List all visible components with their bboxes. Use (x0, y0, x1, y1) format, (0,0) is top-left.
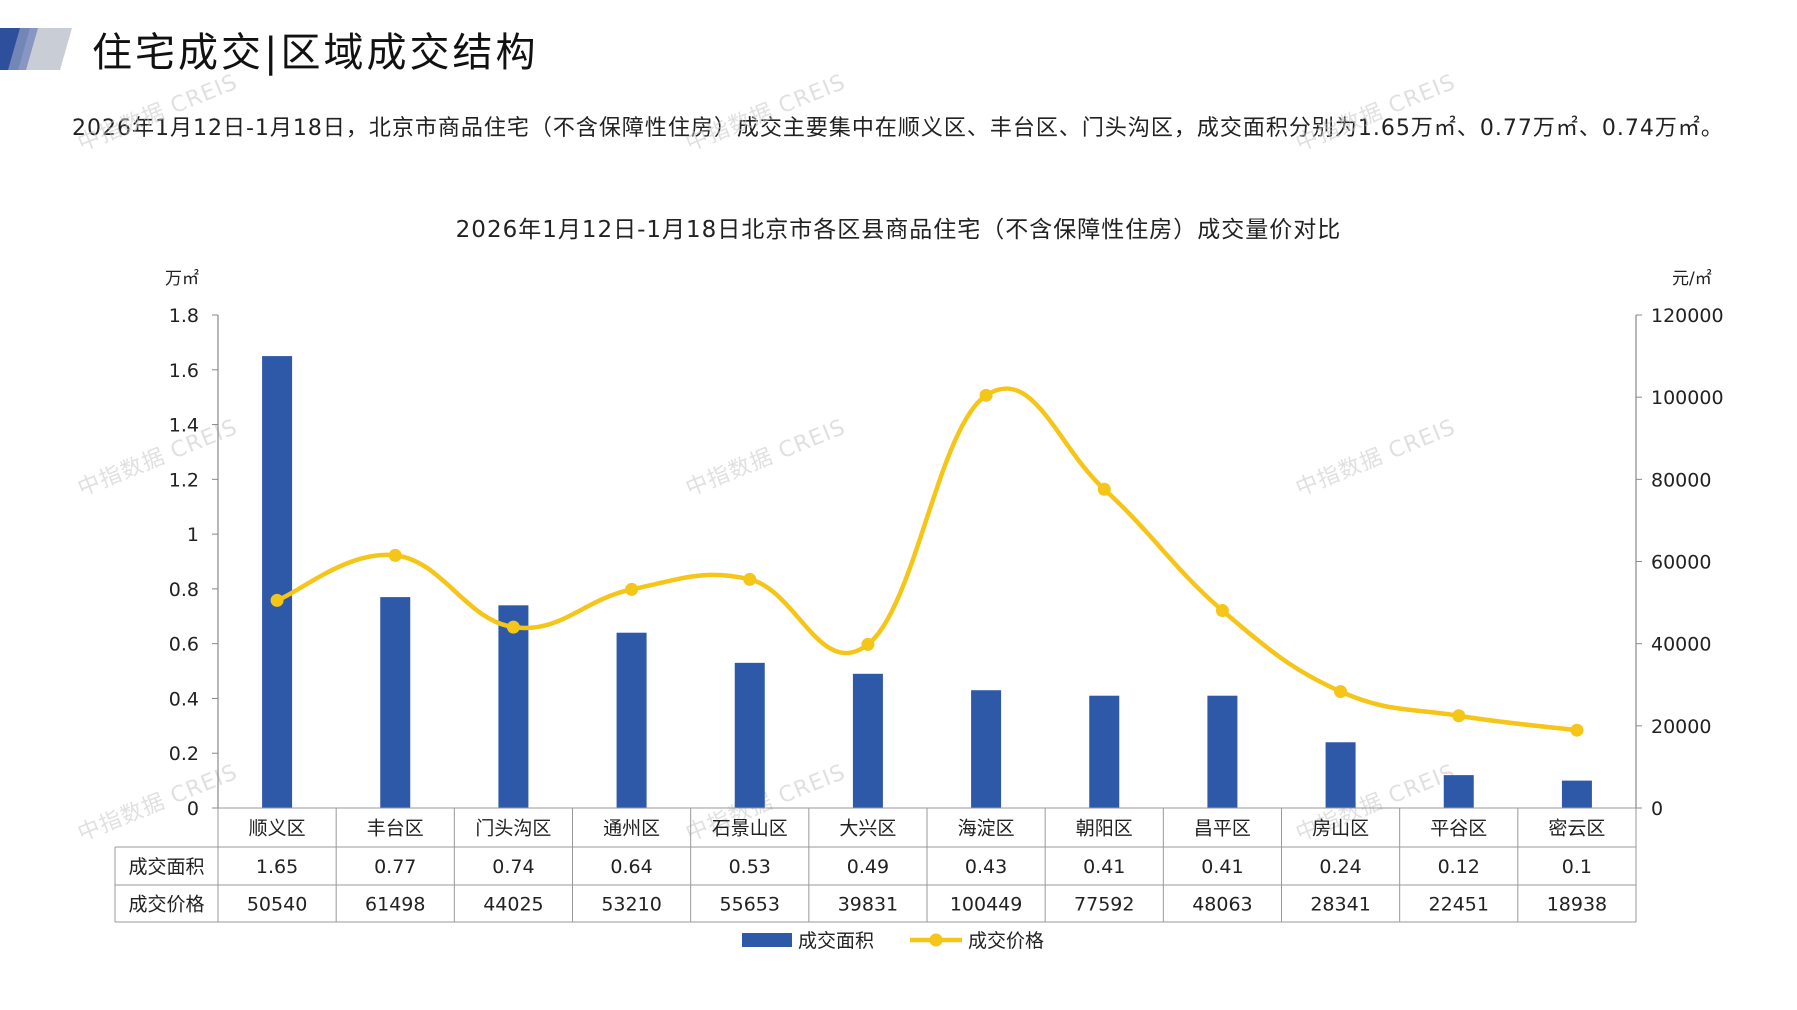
left-axis-tick-label: 0.2 (169, 743, 199, 765)
right-axis-tick-label: 60000 (1651, 552, 1711, 574)
left-axis-tick-label: 0.4 (169, 688, 199, 710)
point-成交价格-丰台区 (388, 548, 402, 562)
category-label: 大兴区 (839, 818, 896, 840)
data-label-成交面积: 1.65 (256, 856, 298, 878)
data-label-成交面积: 0.64 (610, 856, 652, 878)
data-label-成交面积: 0.12 (1438, 856, 1480, 878)
category-label: 顺义区 (249, 818, 306, 840)
bar-成交面积-平谷区 (1443, 775, 1474, 808)
left-axis-tick-label: 1 (187, 524, 199, 546)
data-label-成交价格: 100449 (950, 894, 1023, 916)
table-row-header-成交价格: 成交价格 (128, 894, 204, 916)
summary-text: 2026年1月12日-1月18日，北京市商品住宅（不含保障性住房）成交主要集中在… (72, 116, 1724, 141)
bar-成交面积-丰台区 (380, 597, 411, 808)
bar-成交面积-房山区 (1325, 742, 1356, 808)
right-axis-unit: 元/㎡ (1672, 269, 1712, 289)
data-label-成交面积: 0.77 (374, 856, 416, 878)
page-title: 住宅成交|区域成交结构 (92, 30, 539, 76)
data-label-成交价格: 39831 (838, 894, 898, 916)
category-label: 石景山区 (712, 818, 788, 840)
bar-成交面积-顺义区 (262, 356, 293, 808)
point-成交价格-顺义区 (270, 593, 284, 607)
left-axis-tick-label: 0 (187, 798, 199, 820)
data-label-成交价格: 53210 (601, 894, 661, 916)
point-成交价格-石景山区 (743, 572, 757, 586)
data-label-成交价格: 61498 (365, 894, 425, 916)
right-axis-tick-label: 100000 (1651, 387, 1724, 409)
data-label-成交面积: 0.49 (847, 856, 889, 878)
category-label: 房山区 (1312, 818, 1369, 840)
category-label: 昌平区 (1194, 818, 1251, 840)
data-label-成交面积: 0.74 (492, 856, 534, 878)
point-成交价格-密云区 (1570, 723, 1584, 737)
right-axis-tick-label: 120000 (1651, 305, 1724, 327)
legend-label-成交面积: 成交面积 (798, 930, 874, 952)
point-成交价格-平谷区 (1452, 709, 1466, 723)
point-成交价格-大兴区 (861, 637, 875, 651)
point-成交价格-门头沟区 (506, 620, 520, 634)
left-axis-tick-label: 1.2 (169, 469, 199, 491)
right-axis-tick-label: 0 (1651, 798, 1663, 820)
data-label-成交面积: 0.41 (1201, 856, 1243, 878)
right-axis-tick-label: 20000 (1651, 716, 1711, 738)
data-label-成交价格: 28341 (1310, 894, 1370, 916)
data-label-成交面积: 0.41 (1083, 856, 1125, 878)
category-label: 通州区 (603, 818, 660, 840)
legend-label-成交价格: 成交价格 (968, 930, 1044, 952)
category-label: 平谷区 (1430, 818, 1487, 840)
legend-swatch-成交面积 (742, 933, 792, 947)
brand-logo-icon (0, 28, 72, 70)
data-label-成交面积: 0.1 (1562, 856, 1592, 878)
data-label-成交面积: 0.43 (965, 856, 1007, 878)
category-label: 密云区 (1548, 818, 1605, 840)
data-label-成交价格: 55653 (720, 894, 780, 916)
point-成交价格-通州区 (625, 582, 639, 596)
point-成交价格-房山区 (1334, 685, 1348, 699)
bar-成交面积-昌平区 (1207, 695, 1238, 808)
data-label-成交面积: 0.53 (729, 856, 771, 878)
bar-成交面积-大兴区 (852, 673, 883, 808)
category-label: 门头沟区 (475, 818, 551, 840)
left-axis-tick-label: 0.8 (169, 579, 199, 601)
data-label-成交价格: 77592 (1074, 894, 1134, 916)
category-label: 海淀区 (958, 818, 1015, 840)
point-成交价格-昌平区 (1215, 604, 1229, 618)
left-axis-tick-label: 0.6 (169, 634, 199, 656)
bar-成交面积-海淀区 (971, 690, 1002, 808)
left-axis-tick-label: 1.8 (169, 305, 199, 327)
data-label-成交价格: 48063 (1192, 894, 1252, 916)
legend-swatch-point-成交价格 (929, 933, 943, 947)
data-label-成交价格: 22451 (1429, 894, 1489, 916)
right-axis-tick-label: 80000 (1651, 469, 1711, 491)
bar-成交面积-通州区 (616, 632, 647, 808)
data-label-成交价格: 18938 (1547, 894, 1607, 916)
bar-成交面积-门头沟区 (498, 605, 529, 808)
line-成交价格 (276, 386, 1578, 733)
bar-成交面积-密云区 (1561, 780, 1592, 808)
data-label-成交价格: 44025 (483, 894, 543, 916)
point-成交价格-朝阳区 (1097, 482, 1111, 496)
left-axis-unit: 万㎡ (165, 269, 199, 289)
chart-title: 2026年1月12日-1月18日北京市各区县商品住宅（不含保障性住房）成交量价对… (455, 217, 1342, 243)
category-label: 丰台区 (367, 818, 424, 840)
data-label-成交价格: 50540 (247, 894, 307, 916)
left-axis-tick-label: 1.6 (169, 360, 199, 382)
category-label: 朝阳区 (1076, 818, 1133, 840)
table-row-header-成交面积: 成交面积 (128, 856, 204, 878)
left-axis-tick-label: 1.4 (169, 415, 199, 437)
data-label-成交面积: 0.24 (1319, 856, 1361, 878)
bar-成交面积-朝阳区 (1089, 695, 1120, 808)
point-成交价格-海淀区 (979, 388, 993, 402)
right-axis-tick-label: 40000 (1651, 634, 1711, 656)
bar-成交面积-石景山区 (734, 662, 765, 808)
